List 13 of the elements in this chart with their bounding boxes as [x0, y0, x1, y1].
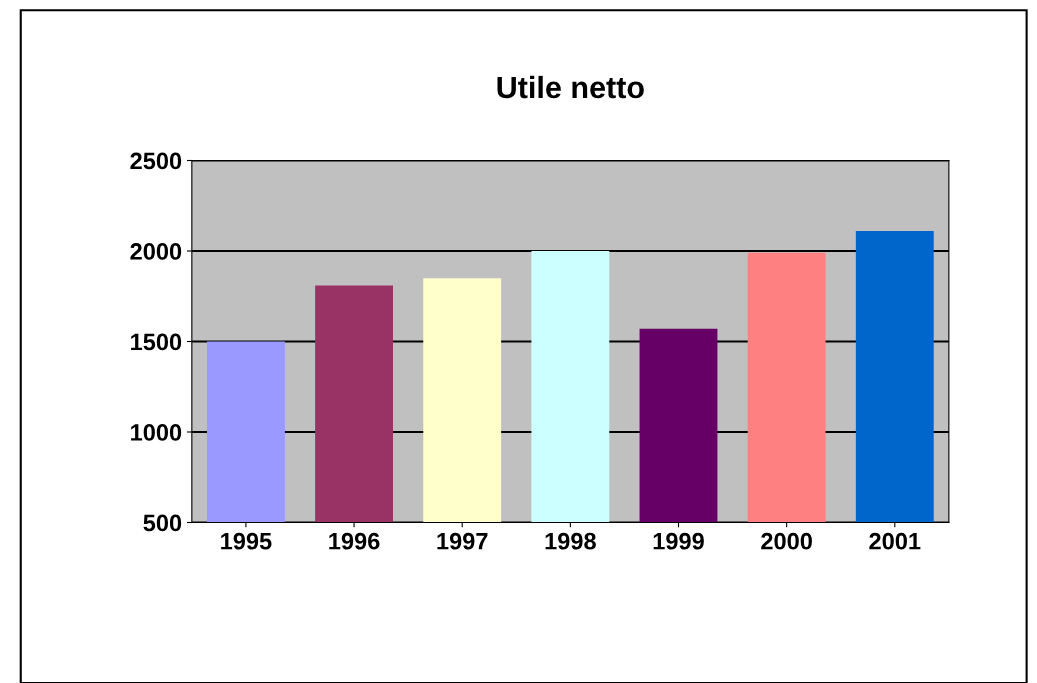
x-tick-label: 1997	[437, 532, 488, 550]
x-tick-label: 1999	[653, 532, 704, 550]
y-tick-label: 1000	[131, 424, 182, 441]
x-tick-label: 1995	[221, 532, 272, 550]
y-tick-label: 1500	[131, 333, 182, 351]
y-tick-label: 2000	[130, 243, 182, 260]
x-tick-label: 1998	[545, 532, 596, 550]
y-tick-label: 2500	[130, 152, 182, 170]
x-tick-label: 1996	[329, 532, 380, 550]
x-tick-label: 2001	[869, 532, 921, 550]
chart-title: Utile netto	[497, 75, 644, 99]
x-tick-label: 2000	[761, 532, 812, 550]
y-tick-label: 500	[143, 514, 182, 532]
